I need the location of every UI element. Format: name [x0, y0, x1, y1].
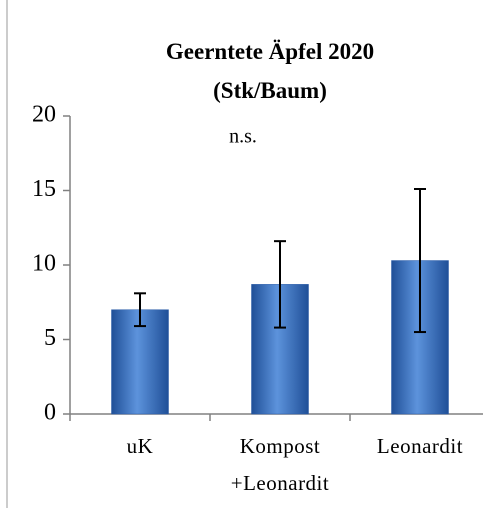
x-tick-label: Kompost +Leonardit: [230, 434, 330, 495]
chart-title: Geerntete Äpfel 2020 (Stk/Baum): [165, 39, 375, 103]
y-tick-label: 20: [32, 102, 56, 128]
y-tick-label: 0: [44, 400, 56, 426]
x-tick-label: Leonardit: [376, 434, 464, 458]
error-bar: [274, 240, 286, 329]
error-bar: [134, 292, 146, 328]
annotation: n.s.: [229, 126, 257, 148]
y-tick-label: 15: [32, 176, 56, 202]
y-tick-label: 10: [32, 251, 56, 277]
error-bar: [414, 188, 426, 334]
x-tick-label: uK: [126, 434, 154, 458]
y-tick-label: 5: [44, 325, 56, 351]
